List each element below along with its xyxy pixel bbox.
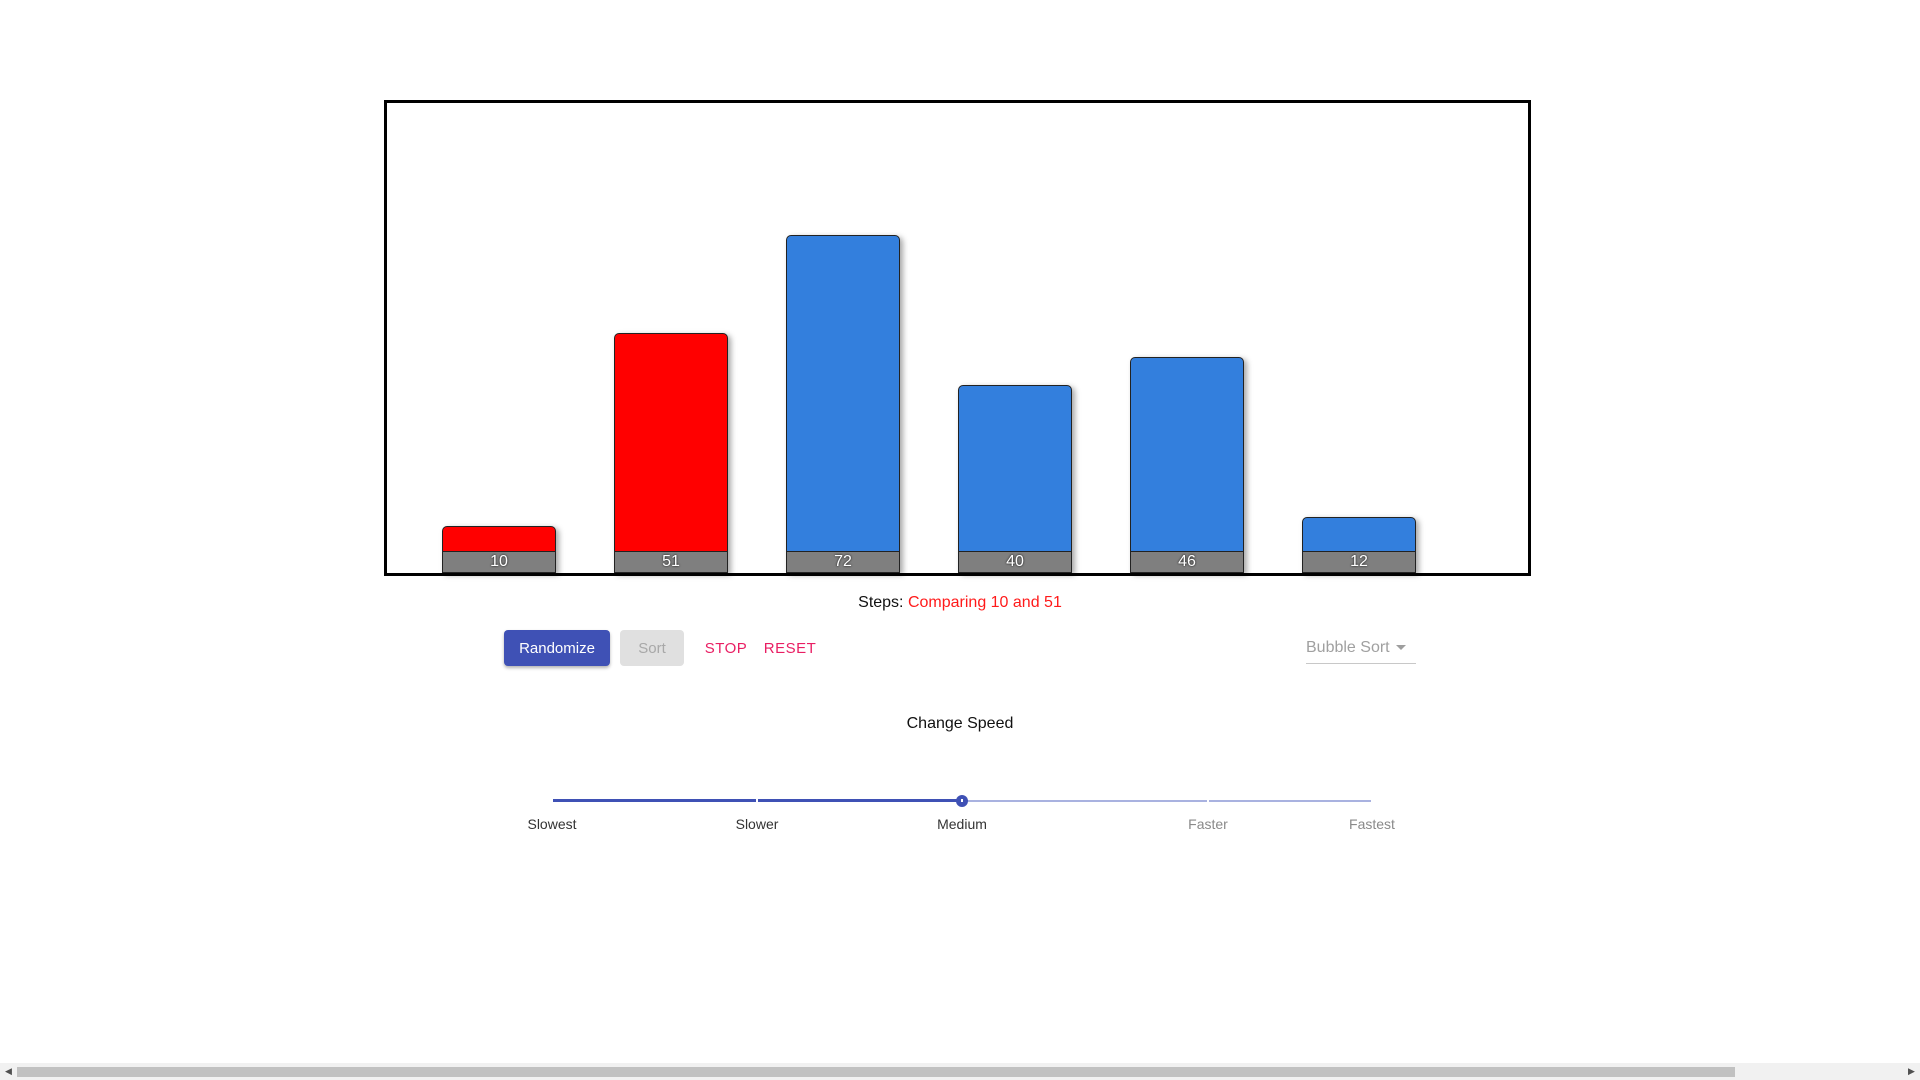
horizontal-scrollbar[interactable]: ◀ ▶ <box>0 1063 1920 1080</box>
scrollbar-thumb[interactable] <box>17 1067 1735 1077</box>
speed-title: Change Speed <box>906 715 1014 732</box>
slider-tick <box>551 799 553 802</box>
slider-mark-label[interactable]: Medium <box>937 816 987 832</box>
bar: 72 <box>786 235 900 573</box>
bar-value-label: 10 <box>443 551 555 572</box>
slider-tick <box>756 799 758 802</box>
steps-status: Steps: Comparing 10 and 51 <box>0 594 1920 612</box>
slider-mark-label[interactable]: Fastest <box>1349 816 1395 832</box>
slider-mark-label[interactable]: Slowest <box>527 816 577 832</box>
algorithm-select[interactable]: Bubble Sort <box>1306 632 1416 664</box>
slider-tick <box>1207 799 1209 802</box>
randomize-button[interactable]: Randomize <box>504 630 610 666</box>
bar-value-label: 51 <box>615 551 727 572</box>
slider-mark-label[interactable]: Slower <box>735 816 779 832</box>
caret-down-icon <box>1395 645 1406 650</box>
slider-tick <box>961 799 963 802</box>
bar: 40 <box>958 385 1072 573</box>
bar-value-label: 12 <box>1303 551 1415 572</box>
stop-button[interactable]: STOP <box>696 630 756 666</box>
slider-mark-label[interactable]: Faster <box>1188 816 1228 832</box>
bar-value-label: 40 <box>959 551 1071 572</box>
algorithm-select-value: Bubble Sort <box>1306 638 1390 656</box>
sort-visualizer-canvas: 10 51 72 40 46 12 <box>384 100 1531 576</box>
steps-label: Steps: <box>858 594 904 611</box>
steps-text: Comparing 10 and 51 <box>907 594 1062 611</box>
bar: 51 <box>614 333 728 573</box>
bar-value-label: 72 <box>787 551 899 572</box>
slider-tick <box>1371 799 1373 802</box>
arrow-left-icon[interactable]: ◀ <box>5 1066 12 1076</box>
sort-button[interactable]: Sort <box>620 630 684 666</box>
speed-slider[interactable] <box>551 795 1373 807</box>
bar-value-label: 46 <box>1131 551 1243 572</box>
bar: 12 <box>1302 517 1416 573</box>
arrow-right-icon[interactable]: ▶ <box>1908 1066 1915 1076</box>
reset-button[interactable]: RESET <box>758 630 822 666</box>
bar: 10 <box>442 526 556 573</box>
bar: 46 <box>1130 357 1244 573</box>
